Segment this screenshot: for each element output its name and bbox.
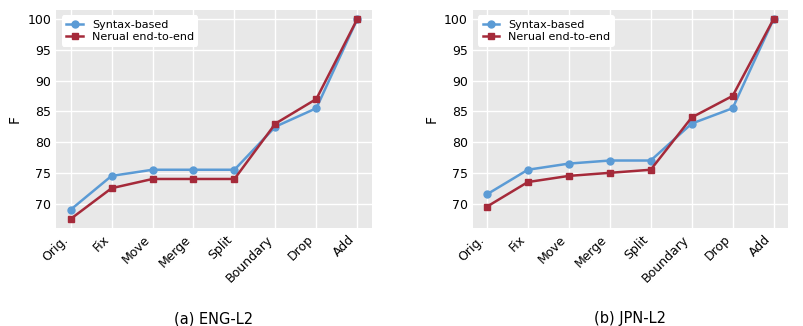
Syntax-based: [604, 158, 613, 162]
Syntax-based: [66, 208, 75, 212]
Syntax-based: [311, 106, 320, 110]
Syntax-based: [768, 17, 777, 21]
Text: (b) JPN-L2: (b) JPN-L2: [593, 311, 666, 326]
Nerual end-to-end: [563, 174, 573, 178]
Syntax-based: [523, 168, 532, 172]
Line: Syntax-based: Syntax-based: [483, 16, 776, 198]
Syntax-based: [482, 192, 491, 196]
Nerual end-to-end: [686, 115, 695, 119]
Nerual end-to-end: [311, 97, 320, 101]
Syntax-based: [686, 122, 695, 126]
Nerual end-to-end: [148, 177, 157, 181]
Nerual end-to-end: [768, 17, 777, 21]
Nerual end-to-end: [230, 177, 239, 181]
Line: Nerual end-to-end: Nerual end-to-end: [483, 16, 776, 210]
Nerual end-to-end: [523, 180, 532, 184]
Nerual end-to-end: [645, 168, 654, 172]
Nerual end-to-end: [107, 186, 116, 190]
Syntax-based: [271, 125, 280, 129]
Legend: Syntax-based, Nerual end-to-end: Syntax-based, Nerual end-to-end: [478, 15, 614, 47]
Syntax-based: [727, 106, 736, 110]
Nerual end-to-end: [189, 177, 198, 181]
Nerual end-to-end: [727, 94, 736, 98]
Syntax-based: [189, 168, 198, 172]
Nerual end-to-end: [352, 17, 361, 21]
Syntax-based: [230, 168, 239, 172]
Syntax-based: [352, 17, 361, 21]
Text: (a) ENG-L2: (a) ENG-L2: [174, 311, 253, 326]
Nerual end-to-end: [66, 217, 75, 221]
Y-axis label: F: F: [8, 115, 22, 123]
Syntax-based: [563, 162, 573, 166]
Legend: Syntax-based, Nerual end-to-end: Syntax-based, Nerual end-to-end: [62, 15, 198, 47]
Syntax-based: [107, 174, 116, 178]
Y-axis label: F: F: [424, 115, 438, 123]
Nerual end-to-end: [271, 122, 280, 126]
Line: Syntax-based: Syntax-based: [67, 16, 361, 213]
Syntax-based: [645, 158, 654, 162]
Nerual end-to-end: [482, 205, 491, 209]
Line: Nerual end-to-end: Nerual end-to-end: [67, 16, 361, 222]
Nerual end-to-end: [604, 171, 613, 175]
Syntax-based: [148, 168, 157, 172]
